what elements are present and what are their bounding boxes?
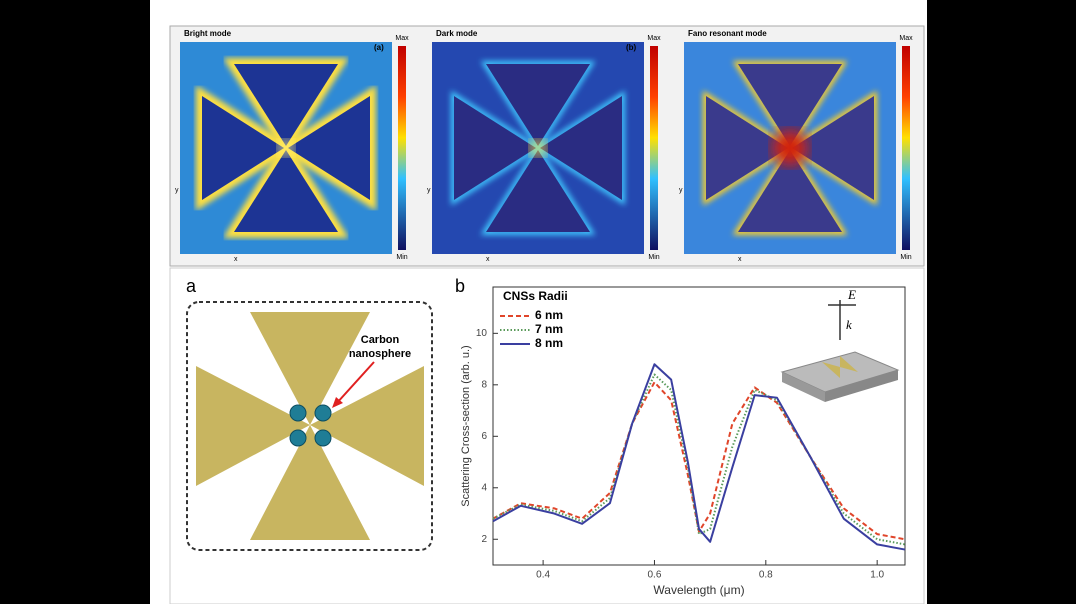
annotation: nanosphere — [349, 348, 411, 360]
y-tick-label: 10 — [476, 328, 488, 339]
min-label: Min — [396, 254, 407, 261]
field-map: Dark mode (b) Max Min y x — [427, 29, 661, 263]
y-tick-label: 6 — [481, 431, 487, 442]
axis-x: x — [234, 256, 238, 263]
max-label: Max — [899, 35, 913, 42]
panel-label: b — [455, 276, 465, 296]
axis-y: y — [175, 187, 179, 194]
triangle — [486, 64, 590, 146]
y-tick-label: 4 — [481, 482, 487, 493]
chart: b 2 4 6 8 10 0.4 0.6 0.8 1.0 Wavelength (μm) Scatt… — [455, 276, 906, 597]
y-tick-label: 2 — [481, 534, 487, 545]
triangle — [234, 150, 338, 232]
y-axis-label: Scattering Cross-section (arb. u.) — [460, 345, 472, 506]
legend-label: 8 nm — [535, 336, 563, 350]
colorbar — [902, 46, 910, 250]
triangle — [288, 96, 370, 200]
y-tick-label: 8 — [481, 379, 487, 390]
hotspot — [530, 140, 546, 156]
hotspot — [772, 130, 808, 166]
axis-y: y — [679, 187, 683, 194]
schematic: a Carbon nanosphere — [186, 276, 433, 551]
min-label: Min — [900, 254, 911, 261]
panel-label: a — [186, 276, 197, 296]
legend-label: 7 nm — [535, 322, 563, 336]
axis-x: x — [486, 256, 490, 263]
triangle — [310, 366, 424, 486]
map-tag: (b) — [626, 43, 637, 52]
axis-x: x — [738, 256, 742, 263]
x-tick-label: 0.4 — [536, 570, 550, 581]
sphere — [289, 429, 307, 447]
bowtie — [822, 356, 858, 378]
triangle — [250, 425, 370, 540]
map-title: Bright mode — [184, 29, 232, 38]
triangle — [202, 96, 284, 200]
field-label: E — [847, 287, 856, 302]
triangle — [792, 96, 874, 200]
legend-label: 6 nm — [535, 308, 563, 322]
slab-front — [825, 370, 898, 402]
min-label: Min — [648, 254, 659, 261]
map-title: Dark mode — [436, 29, 478, 38]
x-tick-label: 1.0 — [870, 570, 884, 581]
plot-area — [492, 286, 906, 566]
wave-label: k — [846, 317, 852, 332]
triangle — [706, 96, 788, 200]
series-line — [492, 363, 906, 551]
legend-title: CNSs Radii — [503, 289, 568, 303]
triangle — [738, 64, 842, 146]
sphere — [289, 404, 307, 422]
triangle — [454, 96, 536, 200]
triangle — [250, 312, 370, 425]
map-title: Fano resonant mode — [688, 29, 767, 38]
annotation: Carbon — [361, 334, 400, 346]
triangle — [486, 150, 590, 232]
triangle — [234, 64, 338, 146]
field-map: Bright mode (a) Max Min y x — [175, 29, 409, 263]
triangle — [738, 150, 842, 232]
slab-side — [782, 372, 825, 402]
colorbar — [650, 46, 658, 250]
series-line — [492, 381, 906, 541]
x-tick-label: 0.8 — [759, 570, 773, 581]
arrow-head — [332, 397, 343, 408]
map-tag: (a) — [374, 43, 384, 52]
max-label: Max — [647, 35, 661, 42]
max-label: Max — [395, 35, 409, 42]
sphere — [314, 404, 332, 422]
arrow — [335, 361, 375, 405]
colorbar — [398, 46, 406, 250]
triangle — [196, 366, 310, 486]
triangle — [540, 96, 622, 200]
x-axis-label: Wavelength (μm) — [653, 583, 744, 597]
sphere — [314, 429, 332, 447]
field-map: Fano resonant mode Max Min y x — [679, 29, 913, 263]
x-tick-label: 0.6 — [648, 570, 662, 581]
hotspot — [278, 140, 294, 156]
inset: Ek — [780, 287, 900, 402]
axis-y: y — [427, 187, 431, 194]
